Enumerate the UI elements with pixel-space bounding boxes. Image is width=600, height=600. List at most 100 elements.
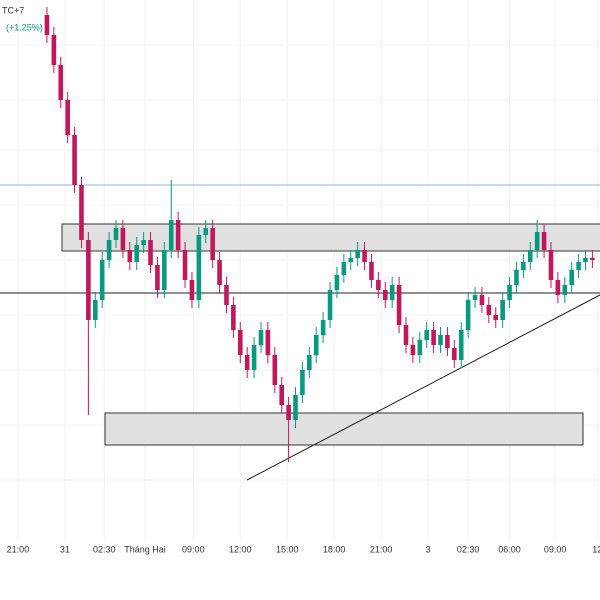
candle-body bbox=[92, 300, 98, 320]
x-tick-label: 21:00 bbox=[7, 544, 30, 554]
candle-body bbox=[203, 228, 209, 235]
header-text: TC+7 bbox=[2, 5, 24, 15]
candle-body bbox=[313, 335, 319, 355]
x-tick-label: 18:00 bbox=[323, 544, 346, 554]
candle-body bbox=[438, 335, 443, 345]
candle-body bbox=[286, 405, 291, 420]
x-tick-label: 06:00 bbox=[498, 544, 521, 554]
candle-body bbox=[244, 355, 250, 370]
candle-body bbox=[127, 250, 133, 262]
x-axis: 21:00 31 02:30 Tháng Hai 09:00 12:00 15:00 18:0… bbox=[7, 544, 600, 554]
candle-body bbox=[576, 262, 581, 270]
x-tick-label: 31 bbox=[60, 544, 70, 554]
candle-body bbox=[472, 295, 478, 300]
x-tick-label: 21:00 bbox=[370, 544, 393, 554]
candle-body bbox=[431, 330, 436, 345]
candle-body bbox=[500, 300, 505, 320]
candle-body bbox=[562, 285, 568, 295]
candle-body bbox=[189, 280, 195, 300]
candle-body bbox=[51, 35, 57, 65]
candle-body bbox=[113, 228, 119, 240]
candle-body bbox=[465, 300, 471, 330]
candle-body bbox=[237, 330, 243, 355]
candle-body bbox=[590, 258, 595, 260]
candle-body bbox=[410, 345, 416, 355]
candle-body bbox=[424, 330, 429, 340]
candle-body bbox=[155, 265, 160, 290]
candle-body bbox=[72, 135, 77, 185]
candles bbox=[44, 7, 595, 462]
candle-body bbox=[417, 340, 423, 355]
x-tick-label: 12:00 bbox=[229, 544, 252, 554]
grid bbox=[0, 0, 600, 540]
candle-body bbox=[320, 320, 326, 335]
x-tick-label: 02:30 bbox=[93, 544, 116, 554]
candle-body bbox=[348, 258, 354, 262]
candle-body bbox=[548, 250, 554, 280]
x-tick-label: 09:00 bbox=[544, 544, 567, 554]
candle-body bbox=[279, 385, 285, 405]
candle-body bbox=[99, 260, 105, 300]
candle-body bbox=[293, 395, 298, 420]
candle-body bbox=[327, 290, 333, 320]
candle-body bbox=[141, 240, 146, 245]
candle-body bbox=[458, 330, 464, 360]
candle-body bbox=[355, 250, 360, 258]
candle-body bbox=[369, 262, 374, 280]
candle-body bbox=[162, 250, 167, 290]
candle-body bbox=[175, 220, 181, 250]
candle-body bbox=[514, 270, 519, 285]
candle-body bbox=[65, 100, 70, 135]
x-tick-label: Tháng Hai bbox=[124, 544, 166, 554]
candle-body bbox=[272, 355, 278, 385]
candle-body bbox=[120, 228, 126, 250]
candle-body bbox=[507, 285, 512, 300]
x-tick-label: 09:00 bbox=[182, 544, 205, 554]
x-tick-label: 15:00 bbox=[276, 544, 299, 554]
candle-body bbox=[307, 355, 312, 370]
x-tick-label: 3 bbox=[426, 544, 431, 554]
candle-body bbox=[58, 65, 64, 100]
candle-body bbox=[217, 260, 222, 285]
candle-body bbox=[86, 240, 91, 320]
candle-body bbox=[362, 250, 367, 262]
candle-body bbox=[44, 15, 50, 35]
candle-body bbox=[389, 285, 395, 300]
candle-body bbox=[396, 285, 402, 325]
trend-line bbox=[246, 294, 600, 481]
candle-body bbox=[541, 232, 547, 250]
candle-body bbox=[334, 275, 340, 290]
candle-body bbox=[168, 220, 174, 250]
candle-body bbox=[527, 250, 533, 262]
x-tick-label: 12 bbox=[592, 544, 600, 554]
candle-body bbox=[445, 335, 450, 348]
candle-body bbox=[182, 250, 188, 280]
candle-body bbox=[403, 325, 409, 345]
candle-body bbox=[258, 330, 264, 345]
candle-body bbox=[231, 305, 236, 330]
candle-body bbox=[210, 228, 215, 260]
candle-body bbox=[79, 185, 84, 240]
candle-body bbox=[486, 305, 492, 315]
candle-body bbox=[376, 280, 381, 290]
candle-body bbox=[251, 345, 257, 370]
change-text: (+1.25%) bbox=[6, 22, 43, 32]
resistance-zone bbox=[61, 223, 600, 252]
candle-body bbox=[583, 258, 588, 262]
candle-body bbox=[341, 262, 347, 275]
candle-body bbox=[569, 270, 574, 285]
candle-body bbox=[493, 315, 499, 320]
candle-body bbox=[106, 240, 112, 260]
candle-body bbox=[479, 295, 485, 305]
candle-body bbox=[521, 262, 526, 270]
candle-body bbox=[452, 348, 457, 360]
candle-body bbox=[265, 330, 271, 355]
candle-body bbox=[134, 245, 140, 262]
candle-body bbox=[555, 280, 561, 295]
x-tick-label: 02:30 bbox=[457, 544, 480, 554]
candle-body bbox=[196, 235, 202, 300]
candle-body bbox=[148, 240, 153, 265]
candle-body bbox=[300, 370, 305, 395]
